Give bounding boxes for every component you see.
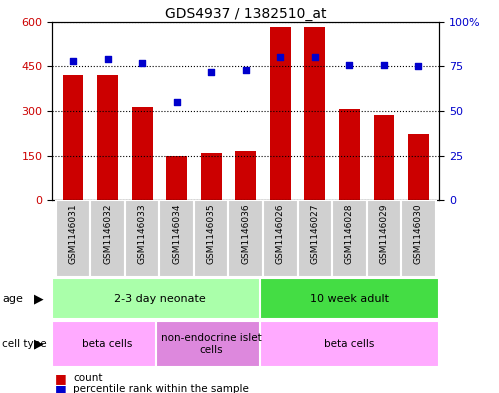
Text: percentile rank within the sample: percentile rank within the sample [73,384,249,393]
Bar [194,200,229,277]
Bar [201,153,222,200]
Bar [367,200,401,277]
Text: GSM1146030: GSM1146030 [414,204,423,264]
Bar [125,200,160,277]
Text: ▶: ▶ [34,337,43,351]
Text: ■: ■ [55,371,67,385]
Text: GSM1146032: GSM1146032 [103,204,112,264]
Bar [270,27,290,200]
Text: GSM1146033: GSM1146033 [138,204,147,264]
Text: GSM1146027: GSM1146027 [310,204,319,264]
Bar [56,200,90,277]
Point [311,54,319,61]
Bar [374,116,394,200]
Text: cell type: cell type [2,339,47,349]
Text: ■: ■ [55,382,67,393]
Text: GSM1146026: GSM1146026 [276,204,285,264]
Point [104,56,112,62]
Bar [97,75,118,200]
Text: non-endocrine islet
cells: non-endocrine islet cells [161,333,261,354]
Bar [259,321,439,367]
Text: GSM1146028: GSM1146028 [345,204,354,264]
Point [242,67,250,73]
Title: GDS4937 / 1382510_at: GDS4937 / 1382510_at [165,7,326,20]
Text: GSM1146036: GSM1146036 [241,204,250,264]
Bar [132,107,153,200]
Bar [408,134,429,200]
Text: beta cells: beta cells [82,339,133,349]
Text: count: count [73,373,103,383]
Point [380,61,388,68]
Bar [90,200,125,277]
Bar [229,200,263,277]
Bar [52,321,163,367]
Text: GSM1146029: GSM1146029 [379,204,388,264]
Bar [332,200,367,277]
Bar [259,278,439,320]
Bar [63,75,83,200]
Text: beta cells: beta cells [324,339,375,349]
Bar [304,27,325,200]
Point [414,63,422,70]
Bar [166,156,187,200]
Text: age: age [2,294,23,304]
Point [69,58,77,64]
Bar [297,200,332,277]
Text: 10 week adult: 10 week adult [310,294,389,304]
Bar [156,321,266,367]
Point [207,68,215,75]
Text: GSM1146035: GSM1146035 [207,204,216,264]
Bar [339,108,360,200]
Bar [160,200,194,277]
Text: 2-3 day neonate: 2-3 day neonate [114,294,205,304]
Point [173,99,181,105]
Bar [52,278,266,320]
Bar [263,200,297,277]
Text: GSM1146031: GSM1146031 [68,204,78,264]
Bar [236,151,256,200]
Point [276,54,284,61]
Text: GSM1146034: GSM1146034 [172,204,181,264]
Point [138,60,146,66]
Point [345,61,353,68]
Text: ▶: ▶ [34,292,43,305]
Bar [401,200,436,277]
